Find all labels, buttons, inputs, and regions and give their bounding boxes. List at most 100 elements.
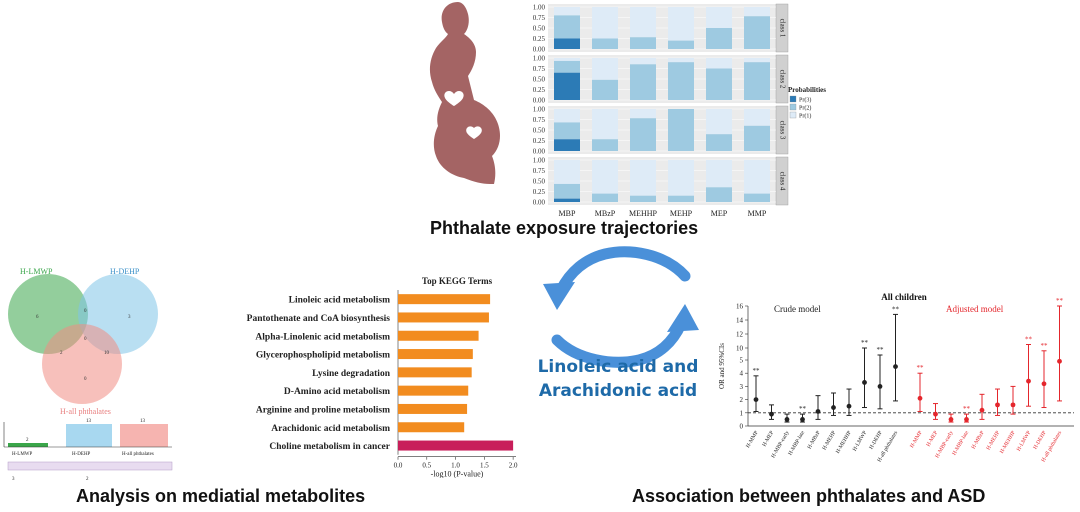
trajectory-x-label: MEHP <box>670 209 693 218</box>
trajectory-panel-label: class 2 <box>778 70 786 89</box>
trajectory-y-tick: 0.25 <box>533 188 546 196</box>
trajectory-bar-pr1 <box>554 160 580 184</box>
kegg-label: Pantothenate and CoA biosynthesis <box>247 314 391 324</box>
trajectory-y-tick: 0.25 <box>533 35 546 43</box>
trajectory-bar-pr1 <box>554 109 580 123</box>
venn-value-lmwp-all: 2 <box>60 351 63 356</box>
kegg-x-tick: 0.0 <box>394 462 403 470</box>
or-adjusted-sig: ** <box>1041 342 1049 350</box>
kegg-x-tick: 0.5 <box>422 462 431 470</box>
trajectory-y-tick: 0.50 <box>533 25 546 33</box>
association-caption: Association between phthalates and ASD <box>632 486 986 506</box>
upset-value-lmwp: 2 <box>26 438 29 443</box>
trajectory-y-tick: 0.75 <box>533 65 546 73</box>
or-adjusted-sig: ** <box>1056 297 1064 305</box>
kegg-label: Alpha-Linolenic acid metabolism <box>255 332 390 342</box>
trajectory-panel-label: class 1 <box>778 19 786 38</box>
trajectory-bar-pr1 <box>744 160 770 194</box>
venn-value-lmwp: 6 <box>36 315 39 320</box>
trajectory-y-tick: 1.00 <box>533 106 546 114</box>
venn-value-all: 0 <box>84 377 87 382</box>
or-crude-point <box>893 364 898 369</box>
trajectory-bar-pr2 <box>554 183 580 199</box>
trajectory-bar-pr2 <box>744 62 770 100</box>
or-y-tick: 16 <box>736 303 744 311</box>
trajectory-bar-pr1 <box>668 58 694 63</box>
kegg-bar <box>398 440 514 451</box>
trajectory-bar-pr2 <box>706 68 732 100</box>
or-adjusted-label: Adjusted model <box>946 304 1004 314</box>
trajectory-bar-pr1 <box>630 160 656 196</box>
arrow-head-right-icon <box>667 304 699 332</box>
trajectory-bar-pr2 <box>630 37 656 49</box>
or-y-tick: 10 <box>736 345 744 353</box>
trajectory-y-tick: 1.00 <box>533 157 546 165</box>
or-adjusted-x-label: H-MEHHP <box>999 430 1017 455</box>
upset-bar-dehp <box>66 424 112 447</box>
trajectory-bar-pr1 <box>668 160 694 196</box>
center-text-line-2: Arachidonic acid <box>538 381 698 401</box>
or-crude-point <box>831 405 836 410</box>
or-y-tick: 0 <box>740 423 744 431</box>
or-crude-sig: ** <box>753 367 761 375</box>
or-adjusted-sig: ** <box>917 364 925 372</box>
trajectory-bar-pr2 <box>668 109 694 151</box>
upset-label-dehp: H-DEHP <box>72 452 91 457</box>
venn-value-dehp-all: 10 <box>104 351 110 356</box>
upset-bar-lmwp <box>8 443 48 447</box>
or-crude-x-label: H-MEHP <box>821 430 837 451</box>
or-crude-sig: ** <box>799 405 807 413</box>
kegg-label: D-Amino acid metabolism <box>284 387 390 397</box>
trajectory-x-label: MEP <box>711 209 728 218</box>
upset-matrix-bar <box>7 461 173 471</box>
trajectory-bar-pr1 <box>706 58 732 69</box>
venn-label-all: H-all phthalates <box>60 407 111 416</box>
or-title: All children <box>881 292 927 302</box>
or-y-tick: 1 <box>740 409 744 417</box>
mediatial-caption: Analysis on mediatial metabolites <box>76 486 366 506</box>
trajectory-y-tick: 0.25 <box>533 137 546 145</box>
or-crude-x-label: H-MMP <box>745 430 760 449</box>
upset-axis-3: 3 <box>12 477 15 482</box>
or-crude-point <box>862 380 867 385</box>
trajectory-bar-pr2 <box>668 195 694 202</box>
trajectory-legend-swatch <box>789 95 797 103</box>
or-y-tick: 4 <box>740 370 744 378</box>
trajectory-x-label: MBzP <box>595 209 616 218</box>
trajectory-y-tick: 0.50 <box>533 76 546 84</box>
or-crude-x-label: H-MEHHP <box>835 430 853 455</box>
or-crude-sig: ** <box>877 346 885 354</box>
trajectory-bar-pr3 <box>554 72 580 100</box>
trajectory-bar-pr2 <box>744 16 770 50</box>
upset-value-all: 13 <box>140 419 146 424</box>
trajectory-bar-pr2 <box>592 38 618 49</box>
trajectory-bar-pr3 <box>554 139 580 151</box>
kegg-label: Arachidonic acid metabolism <box>271 424 390 434</box>
trajectory-bar-pr2 <box>630 64 656 100</box>
trajectory-bar-pr2 <box>744 193 770 202</box>
or-adjusted-point <box>1026 378 1031 384</box>
trajectory-panel-label: class 3 <box>778 121 786 140</box>
trajectory-bar-pr2 <box>554 15 580 39</box>
kegg-x-tick: 2.0 <box>509 462 518 470</box>
or-crude-point <box>784 417 790 422</box>
pregnant-woman-illustration <box>429 2 500 184</box>
trajectory-bar-pr1 <box>706 109 732 135</box>
or-adjusted-point <box>1057 358 1062 364</box>
or-adjusted-x-label: H-MBzP <box>971 430 986 450</box>
upset-label-all: H-all phthalates <box>122 452 154 457</box>
or-adjusted-x-label: H-DEHP <box>1032 430 1047 450</box>
venn-value-center: 0 <box>84 337 87 342</box>
or-adjusted-x-label: H-MEP <box>925 430 939 448</box>
upset-value-dehp: 13 <box>86 419 92 424</box>
trajectory-bar-pr1 <box>592 7 618 39</box>
upset-bar-all <box>120 424 168 447</box>
trajectory-y-tick: 0.50 <box>533 127 546 135</box>
trajectory-y-tick: 0.50 <box>533 178 546 186</box>
trajectory-bar-pr2 <box>592 193 618 202</box>
or-y-tick: 5 <box>740 357 744 365</box>
arrow-head-left-icon <box>543 282 575 310</box>
or-crude-point <box>877 384 883 389</box>
or-crude-label: Crude model <box>774 304 821 314</box>
or-crude-sig: ** <box>892 305 900 313</box>
